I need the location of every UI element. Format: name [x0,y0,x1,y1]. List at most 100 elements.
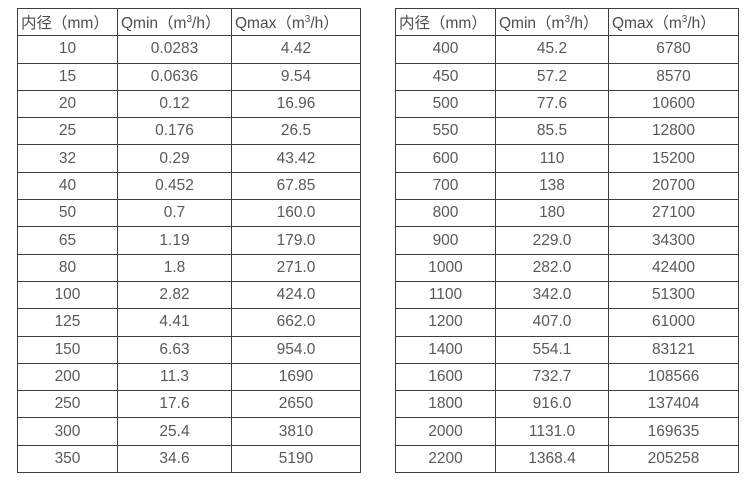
table-cell: 1368.4 [495,444,609,474]
table-cell: 350 [17,444,118,474]
table-cell: 4.41 [117,308,232,337]
table-cell: 110 [495,144,609,173]
table-cell: 108566 [608,362,739,392]
table-cell: 27100 [608,199,739,228]
table-cell: 800 [395,199,496,228]
table-row: 500 77.6 10600 [395,89,739,119]
table-cell: 26.5 [231,117,361,146]
table-cell: 179.0 [231,226,361,255]
column-header: 内径（mm） [17,7,118,37]
table-row: 600 110 15200 [395,144,739,173]
table-row: 20 0.12 16.96 [17,89,361,119]
table-cell: 32 [17,144,118,173]
table-cell: 85.5 [495,117,609,146]
table-row: 50 0.7 160.0 [17,199,361,228]
column-header: 内径（mm） [395,7,496,37]
table-row: 1400 554.1 83121 [395,335,739,364]
table-cell: 0.0283 [117,35,232,64]
table-cell: 916.0 [495,390,609,419]
header-row: 内径（mm） Qmin（m3/h） Qmax（m3/h） [17,7,361,37]
table-cell: 43.42 [231,144,361,173]
table-cell: 500 [395,89,496,119]
table-cell: 20700 [608,171,739,201]
table-row: 2200 1368.4 205258 [395,444,739,474]
table-row: 700 138 20700 [395,171,739,201]
table-cell: 3810 [231,417,361,446]
table-cell: 2.82 [117,280,232,310]
table-cell: 15200 [608,144,739,173]
table-cell: 25 [17,117,118,146]
table-cell: 137404 [608,390,739,419]
table-cell: 169635 [608,417,739,446]
table-cell: 80 [17,253,118,282]
table-cell: 1000 [395,253,496,282]
table-cell: 25.4 [117,417,232,446]
table-cell: 229.0 [495,226,609,255]
table-cell: 554.1 [495,335,609,364]
table-cell: 282.0 [495,253,609,282]
table-row: 125 4.41 662.0 [17,308,361,337]
table-cell: 0.0636 [117,62,232,91]
table-row: 15 0.0636 9.54 [17,62,361,91]
table-cell: 50 [17,199,118,228]
table-cell: 271.0 [231,253,361,282]
table-cell: 2000 [395,417,496,446]
table-cell: 34.6 [117,444,232,474]
header-row: 内径（mm） Qmin（m3/h） Qmax（m3/h） [395,7,739,37]
table-cell: 45.2 [495,35,609,64]
table-cell: 250 [17,390,118,419]
table-cell: 40 [17,171,118,201]
table-cell: 400 [395,35,496,64]
table-cell: 17.6 [117,390,232,419]
table-cell: 450 [395,62,496,91]
table-cell: 1800 [395,390,496,419]
table-cell: 0.176 [117,117,232,146]
table-row: 1100 342.0 51300 [395,280,739,310]
table-row: 300 25.4 3810 [17,417,361,446]
table-cell: 67.85 [231,171,361,201]
table-cell: 180 [495,199,609,228]
table-cell: 61000 [608,308,739,337]
table-cell: 300 [17,417,118,446]
table-cell: 160.0 [231,199,361,228]
table-cell: 57.2 [495,62,609,91]
table-cell: 900 [395,226,496,255]
table-cell: 65 [17,226,118,255]
table-cell: 83121 [608,335,739,364]
table-cell: 1400 [395,335,496,364]
table-cell: 125 [17,308,118,337]
table-row: 1800 916.0 137404 [395,390,739,419]
table-cell: 550 [395,117,496,146]
table-cell: 5190 [231,444,361,474]
table-cell: 11.3 [117,362,232,392]
table-row: 1000 282.0 42400 [395,253,739,282]
table-cell: 200 [17,362,118,392]
table-row: 32 0.29 43.42 [17,144,361,173]
table-cell: 0.29 [117,144,232,173]
table-row: 40 0.452 67.85 [17,171,361,201]
table-cell: 2650 [231,390,361,419]
table-cell: 1100 [395,280,496,310]
column-header: Qmax（m3/h） [608,7,739,37]
table-cell: 954.0 [231,335,361,364]
table-cell: 1131.0 [495,417,609,446]
column-header: Qmin（m3/h） [495,7,609,37]
table-cell: 10 [17,35,118,64]
table-cell: 1690 [231,362,361,392]
table-cell: 0.452 [117,171,232,201]
table-row: 25 0.176 26.5 [17,117,361,146]
table-cell: 6780 [608,35,739,64]
table-cell: 42400 [608,253,739,282]
table-row: 2000 1131.0 169635 [395,417,739,446]
table-row: 100 2.82 424.0 [17,280,361,310]
table-cell: 1.8 [117,253,232,282]
table-row: 450 57.2 8570 [395,62,739,91]
table-cell: 6.63 [117,335,232,364]
table-cell: 205258 [608,444,739,474]
table-cell: 16.96 [231,89,361,119]
flow-rate-table-large-diameters: 内径（mm） Qmin（m3/h） Qmax（m3/h） 400 45.2 6780 450… [395,7,739,474]
table-row: 65 1.19 179.0 [17,226,361,255]
table-row: 80 1.8 271.0 [17,253,361,282]
table-cell: 662.0 [231,308,361,337]
table-row: 250 17.6 2650 [17,390,361,419]
